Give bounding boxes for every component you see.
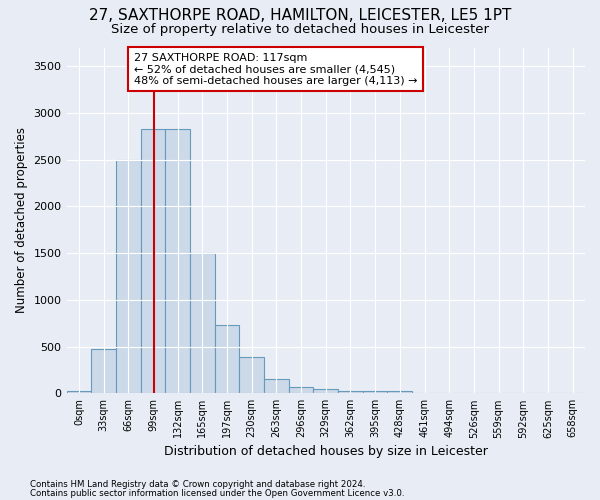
- Bar: [215, 325, 239, 394]
- Text: Contains HM Land Registry data © Crown copyright and database right 2024.: Contains HM Land Registry data © Crown c…: [30, 480, 365, 489]
- X-axis label: Distribution of detached houses by size in Leicester: Distribution of detached houses by size …: [164, 444, 488, 458]
- Bar: [264, 379, 289, 394]
- Text: 27 SAXTHORPE ROAD: 117sqm
← 52% of detached houses are smaller (4,545)
48% of se: 27 SAXTHORPE ROAD: 117sqm ← 52% of detac…: [134, 52, 418, 86]
- Text: Contains public sector information licensed under the Open Government Licence v3: Contains public sector information licen…: [30, 488, 404, 498]
- Bar: [116, 160, 140, 394]
- Bar: [338, 390, 363, 394]
- Bar: [363, 391, 388, 394]
- Bar: [91, 350, 116, 394]
- Bar: [289, 387, 313, 394]
- Bar: [165, 129, 190, 394]
- Y-axis label: Number of detached properties: Number of detached properties: [15, 128, 28, 314]
- Text: 27, SAXTHORPE ROAD, HAMILTON, LEICESTER, LE5 1PT: 27, SAXTHORPE ROAD, HAMILTON, LEICESTER,…: [89, 8, 511, 22]
- Bar: [313, 388, 338, 394]
- Bar: [388, 392, 412, 394]
- Bar: [140, 129, 165, 394]
- Bar: [67, 392, 91, 394]
- Bar: [239, 357, 264, 394]
- Bar: [190, 253, 215, 394]
- Text: Size of property relative to detached houses in Leicester: Size of property relative to detached ho…: [111, 22, 489, 36]
